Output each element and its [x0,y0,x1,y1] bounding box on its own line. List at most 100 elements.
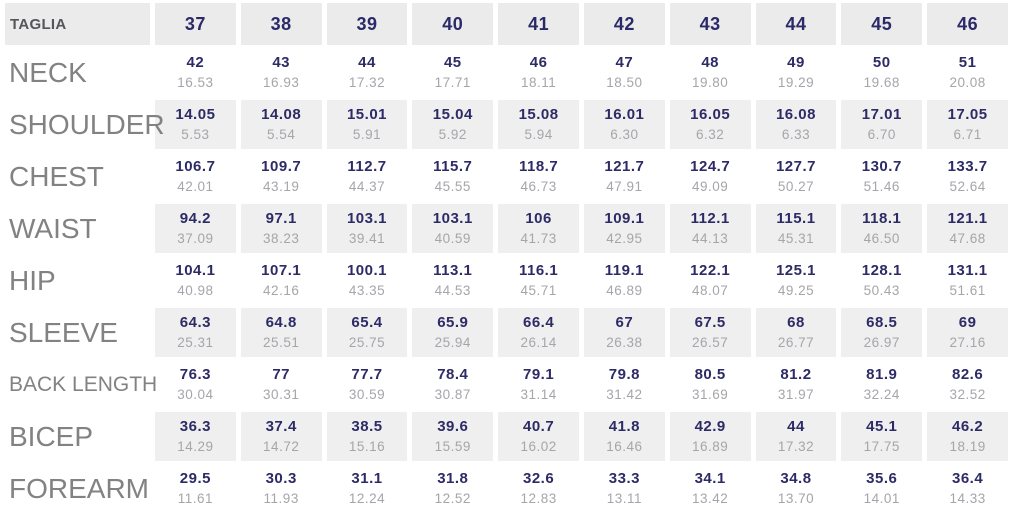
inch-value: 16.53 [177,75,214,90]
inch-value: 6.32 [696,127,725,142]
inch-value: 47.91 [606,179,643,194]
size-header-45: 45 [841,3,923,45]
cm-value: 78.4 [437,366,469,383]
cm-value: 31.8 [437,470,469,487]
inch-value: 46.50 [863,231,900,246]
measurement-cell: 130.7 51.46 [841,152,923,201]
cm-value: 80.5 [694,366,726,383]
cm-value: 125.1 [775,262,816,279]
cm-value: 14.05 [175,106,216,123]
size-header-40: 40 [412,3,494,45]
cm-value: 115.1 [776,210,816,227]
measurement-cell: 43 16.93 [240,48,322,97]
measurement-cell: 44 17.32 [326,48,408,97]
inch-value: 43.19 [263,179,300,194]
measurement-cell: 32.6 12.83 [498,464,579,513]
cm-value: 118.1 [862,210,902,227]
inch-value: 32.52 [949,387,986,402]
row-label: BACK LENGTH [9,372,158,396]
measurement-cell: 40.7 16.02 [498,412,579,461]
inch-value: 13.11 [606,491,643,506]
cm-value: 118.7 [518,158,559,175]
cm-value: 106.7 [175,158,216,175]
measure-row-waist: WAIST 94.2 37.09 97.1 38.23 103.1 39.41 103.1 40… [5,204,1008,253]
measure-row-hip: HIP 104.1 40.98 107.1 42.16 100.1 43.35 113.1 44… [5,256,1008,305]
cm-value: 41.8 [608,418,640,435]
cm-value: 133.7 [947,158,988,175]
row-label: BICEP [9,420,94,452]
measurement-cell: 14.05 5.53 [155,100,236,149]
inch-value: 26.97 [863,335,900,350]
inch-value: 6.71 [953,127,982,142]
inch-value: 19.68 [863,75,900,90]
measurement-cell: 121.7 47.91 [583,152,665,201]
cm-value: 127.7 [775,158,816,175]
measurement-cell: 16.01 6.30 [583,100,665,149]
measurement-cell: 42 16.53 [155,48,236,97]
inch-value: 25.31 [177,335,214,350]
measurement-cell: 77.7 30.59 [326,360,408,409]
cm-value: 43 [272,54,291,71]
measurement-cell: 65.4 25.75 [326,308,408,357]
inch-value: 30.04 [177,387,214,402]
measurement-cell: 106 41.73 [498,204,579,253]
cm-value: 113.1 [433,262,473,279]
cm-value: 44 [358,54,376,71]
row-label: CHEST [9,160,104,192]
row-label: SLEEVE [9,316,118,348]
cm-value: 32.6 [522,470,555,487]
cm-value: 94.2 [179,210,211,227]
measurement-cell: 109.7 43.19 [240,152,322,201]
measurement-cell: 49 19.29 [755,48,837,97]
measurement-cell: 64.3 25.31 [155,308,236,357]
inch-value: 17.32 [777,439,815,454]
inch-value: 26.57 [692,335,729,350]
cm-value: 36.4 [951,470,984,487]
measurement-cell: 113.1 44.53 [412,256,494,305]
measurement-cell: 112.7 44.37 [326,152,408,201]
size-header-42: 42 [583,3,665,45]
cm-value: 15.01 [346,106,388,123]
measurement-cell: 33.3 13.11 [583,464,665,513]
measurement-cell: 116.1 45.71 [498,256,579,305]
inch-value: 18.11 [520,75,557,90]
cm-value: 103.1 [346,210,388,227]
inch-value: 44.13 [692,231,729,246]
measurement-cell: 44 17.32 [755,412,837,461]
cm-value: 103.1 [432,210,473,227]
measurement-cell: 115.1 45.31 [755,204,837,253]
cm-value: 128.1 [861,262,902,279]
inch-value: 25.94 [434,335,471,350]
inch-value: 16.02 [520,439,557,454]
inch-value: 5.91 [352,127,382,142]
inch-value: 42.95 [606,231,643,246]
measurement-cell: 115.7 45.55 [412,152,494,201]
inch-value: 13.42 [692,491,729,506]
row-label: NECK [9,56,87,88]
inch-value: 30.59 [348,387,386,402]
cm-value: 97.1 [265,210,297,227]
cm-value: 16.01 [604,106,645,123]
cm-value: 48 [701,54,720,71]
measurement-cell: 103.1 39.41 [326,204,408,253]
cm-value: 29.5 [179,470,211,487]
measure-row-back-length: BACK LENGTH 76.3 30.04 77 30.31 77.7 30.59 78.4… [5,360,1008,409]
cm-value: 130.7 [861,158,902,175]
size-header-46: 46 [927,3,1008,45]
cm-value: 40.7 [522,418,555,435]
measurement-cell: 17.05 6.71 [927,100,1008,149]
measurement-cell: 37.4 14.72 [240,412,322,461]
cm-value: 45 [443,54,462,71]
inch-value: 16.93 [263,75,300,90]
inch-value: 46.73 [520,179,557,194]
measurement-cell: 46.2 18.19 [927,412,1008,461]
size-header-38: 38 [240,3,322,45]
measurement-cell: 78.4 30.87 [412,360,494,409]
cm-value: 67.5 [694,314,726,331]
measurement-cell: 68 26.77 [755,308,837,357]
inch-value: 18.50 [606,75,643,90]
inch-value: 14.29 [177,439,214,454]
measurement-cell: 79.1 31.14 [498,360,579,409]
cm-value: 104.1 [175,262,216,279]
cm-value: 66.4 [522,314,555,331]
